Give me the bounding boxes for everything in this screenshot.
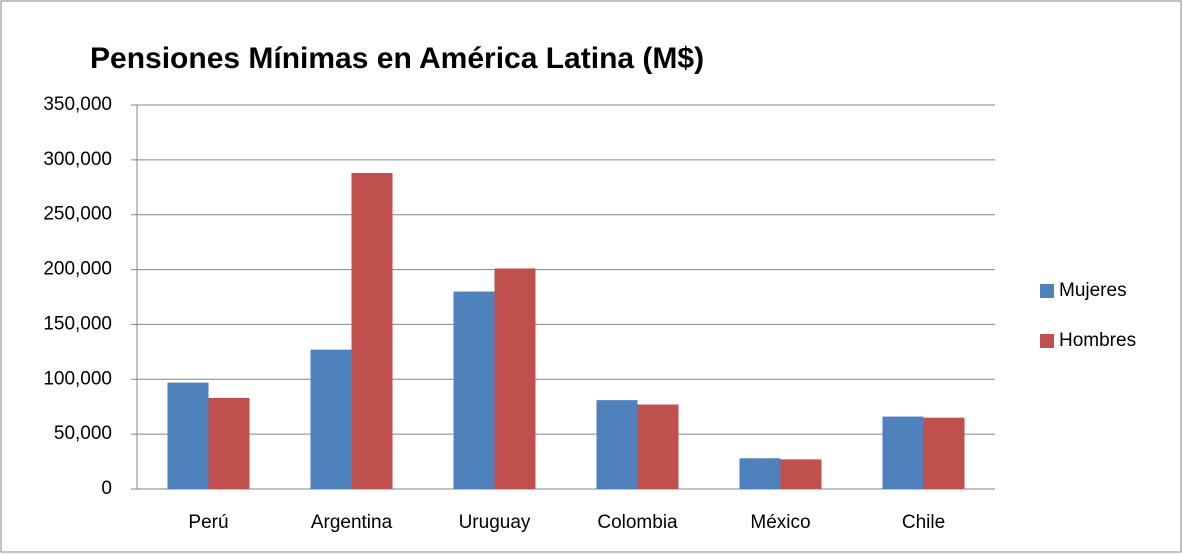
bar: [923, 417, 965, 489]
bar: [310, 349, 352, 489]
x-tick-label: Uruguay: [459, 512, 531, 533]
y-tick-label: 100,000: [43, 368, 112, 389]
x-tick-label: Colombia: [597, 512, 678, 533]
y-tick-label: 300,000: [43, 149, 112, 170]
bar: [780, 459, 822, 489]
y-tick-label: 350,000: [43, 94, 112, 115]
bar: [882, 416, 924, 489]
legend-label: Mujeres: [1059, 280, 1127, 301]
bar: [494, 268, 536, 489]
y-tick-label: 200,000: [43, 259, 112, 280]
bar: [596, 400, 638, 489]
bar: [208, 397, 250, 489]
legend-swatch: [1040, 284, 1054, 298]
chart-title: Pensiones Mínimas en América Latina (M$): [90, 42, 704, 75]
bar: [453, 291, 495, 489]
x-tick-label: Argentina: [311, 512, 393, 533]
bar: [167, 382, 209, 489]
y-tick-label: 250,000: [43, 204, 112, 225]
y-tick-label: 50,000: [54, 423, 112, 444]
x-tick-label: Perú: [188, 512, 228, 533]
y-tick-label: 150,000: [43, 313, 112, 334]
legend-label: Hombres: [1059, 330, 1136, 351]
y-tick-label: 0: [101, 478, 112, 499]
bar: [637, 404, 679, 489]
bar: [739, 458, 781, 489]
x-tick-label: México: [750, 512, 810, 533]
x-tick-label: Chile: [902, 512, 945, 533]
bar: [351, 173, 393, 489]
legend-swatch: [1040, 334, 1054, 348]
